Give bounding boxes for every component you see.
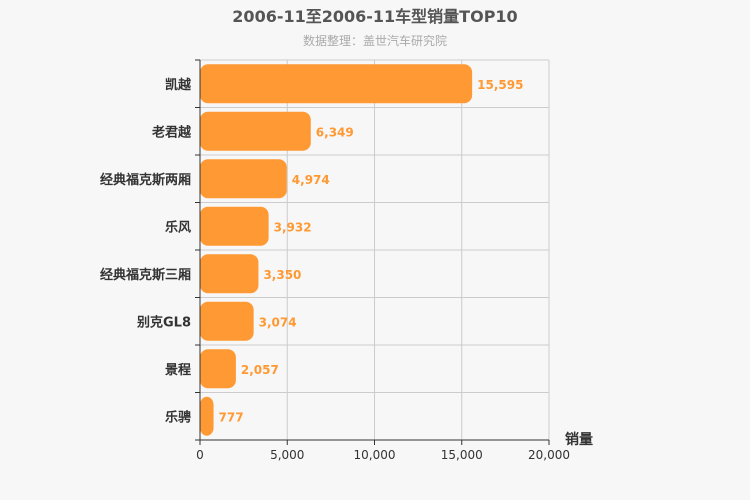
bar bbox=[200, 301, 254, 341]
x-tick-label: 15,000 bbox=[441, 448, 483, 462]
grid-lines bbox=[200, 59, 550, 440]
category-label: 经典福克斯两厢 bbox=[100, 172, 191, 188]
bar bbox=[200, 349, 236, 389]
x-tick-label: 10,000 bbox=[354, 448, 396, 462]
bar-series: 15,595 6,349 4,974 3,932 3,350 3,074 2,057 777 bbox=[200, 64, 523, 436]
category-label: 景程 bbox=[165, 363, 191, 378]
category-label: 凯越 bbox=[165, 77, 192, 93]
data-label: 777 bbox=[219, 410, 244, 424]
category-label: 乐风 bbox=[165, 219, 191, 235]
category-label: 经典福克斯三厢 bbox=[100, 267, 191, 283]
x-axis-name: 销量 bbox=[565, 431, 593, 448]
category-label: 别克GL8 bbox=[136, 314, 191, 330]
data-label: 3,074 bbox=[259, 315, 297, 329]
bar bbox=[200, 206, 269, 246]
x-tick-label: 0 bbox=[196, 448, 204, 462]
chart-subtitle: 数据整理：盖世汽车研究院 bbox=[303, 33, 447, 48]
data-label: 15,595 bbox=[477, 78, 523, 92]
x-tick-label: 20,000 bbox=[528, 448, 570, 462]
bar bbox=[200, 111, 311, 151]
bar bbox=[200, 159, 287, 199]
bar bbox=[200, 64, 473, 104]
data-label: 4,974 bbox=[292, 173, 330, 187]
chart-title: 2006-11至2006-11车型销量TOP10 bbox=[232, 7, 517, 26]
data-label: 2,057 bbox=[241, 363, 279, 377]
category-label: 老君越 bbox=[151, 124, 192, 140]
bar bbox=[200, 254, 259, 294]
data-label: 6,349 bbox=[316, 125, 354, 139]
category-label: 乐骋 bbox=[165, 409, 191, 425]
x-tick-label: 5,000 bbox=[270, 448, 304, 462]
data-label: 3,350 bbox=[263, 268, 301, 282]
bar bbox=[200, 396, 214, 436]
data-label: 3,932 bbox=[274, 220, 312, 234]
